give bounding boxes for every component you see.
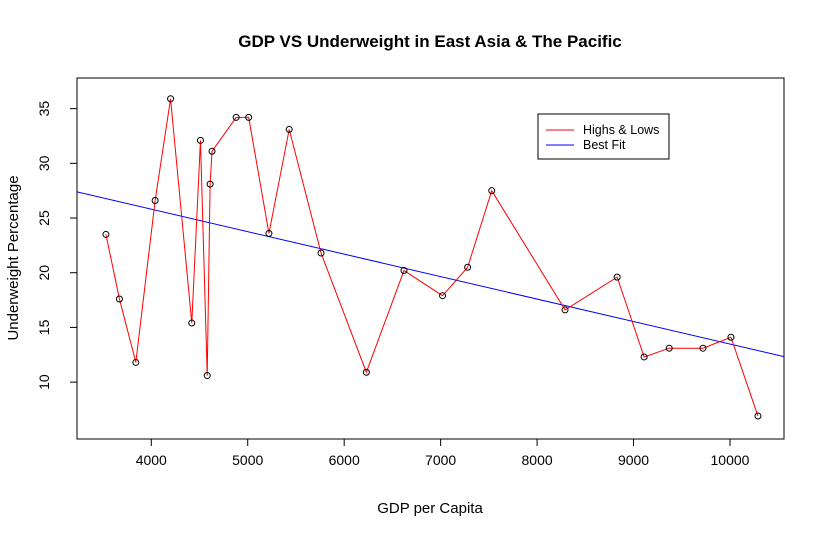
y-tick-label: 35 (36, 101, 52, 117)
data-point (464, 263, 472, 271)
x-tick-label: 4000 (136, 452, 167, 468)
data-point (167, 95, 175, 103)
data-point (699, 344, 707, 352)
x-axis-label: GDP per Capita (377, 500, 483, 517)
x-tick-label: 7000 (425, 452, 456, 468)
data-point (727, 333, 735, 341)
data-point (151, 197, 159, 205)
y-tick-label: 25 (36, 210, 52, 226)
data-point (613, 273, 621, 281)
data-point (640, 353, 648, 361)
plot-area (77, 95, 784, 420)
y-tick-label: 15 (36, 319, 52, 335)
data-point (196, 136, 204, 144)
x-tick-label: 9000 (618, 452, 649, 468)
y-tick-label: 10 (36, 374, 52, 390)
plot-frame (76, 77, 785, 440)
data-point (400, 267, 408, 275)
best-fit-line (77, 191, 784, 358)
data-point (203, 372, 211, 380)
data-point (206, 180, 214, 188)
y-tick-label: 20 (36, 265, 52, 281)
y-axis-label: Underweight Percentage (5, 175, 22, 340)
x-axis: 4000 5000 6000 7000 8000 9000 10000 (136, 438, 750, 468)
data-point (265, 229, 273, 237)
highs-lows-line (105, 98, 759, 417)
data-point (285, 125, 293, 133)
data-point (665, 344, 673, 352)
data-point (561, 306, 569, 314)
data-point (245, 113, 253, 121)
data-point (115, 295, 123, 303)
y-axis: 10 15 20 25 30 35 (36, 101, 78, 390)
x-tick-label: 5000 (232, 452, 263, 468)
data-point (439, 292, 447, 300)
data-point (132, 358, 140, 366)
data-points (102, 95, 762, 420)
legend-label-highs-lows: Highs & Lows (583, 123, 659, 137)
data-point (362, 368, 370, 376)
data-point (317, 249, 325, 257)
data-point (754, 412, 762, 420)
legend-box (537, 113, 670, 160)
data-point (208, 147, 216, 155)
y-tick-label: 30 (36, 155, 52, 171)
legend: Highs & Lows Best Fit (537, 113, 670, 160)
legend-label-best-fit: Best Fit (583, 138, 626, 152)
data-point (188, 319, 196, 327)
data-point (488, 187, 496, 195)
data-point (232, 113, 240, 121)
x-tick-label: 10000 (711, 452, 750, 468)
x-tick-label: 6000 (329, 452, 360, 468)
chart-title: GDP VS Underweight in East Asia & The Pa… (238, 32, 622, 51)
x-tick-label: 8000 (522, 452, 553, 468)
data-point (102, 230, 110, 238)
